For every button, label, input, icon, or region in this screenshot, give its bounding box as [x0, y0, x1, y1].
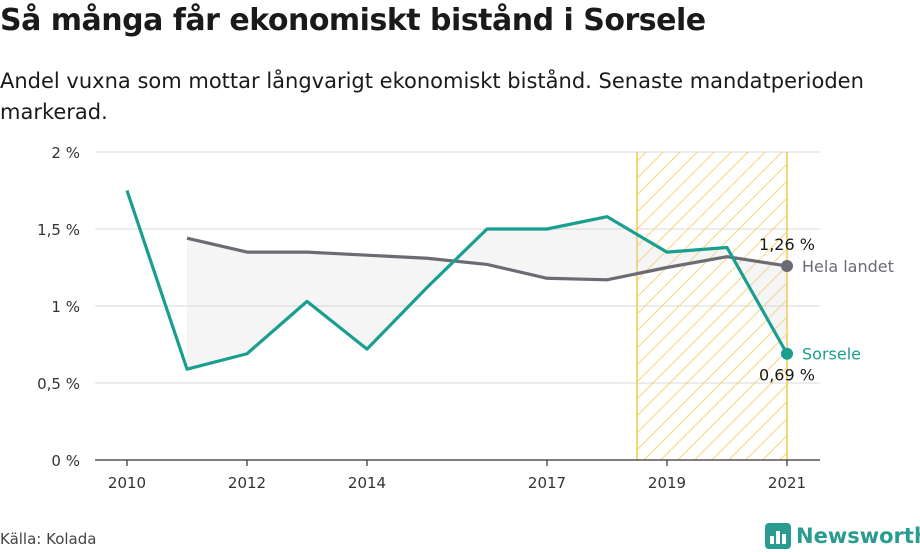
chart-title: Så många får ekonomiskt bistånd i Sorsel…: [0, 3, 706, 38]
series-name-label: Hela landet: [802, 257, 894, 276]
y-tick-label: 1,5 %: [37, 221, 80, 239]
brand-logo: Newsworthy: [765, 520, 920, 552]
newsworthy-icon: [765, 523, 791, 549]
y-tick-label: 1 %: [51, 298, 80, 316]
y-tick-label: 0,5 %: [37, 375, 80, 393]
brand-name: Newsworthy: [796, 524, 920, 548]
highlight-period: [637, 152, 787, 460]
x-tick-label: 2012: [228, 474, 266, 492]
series-line-hela-landet: [186, 236, 788, 282]
x-tick-label: 2014: [348, 474, 386, 492]
x-tick-label: 2019: [648, 474, 686, 492]
series-line-sorsele: [125, 189, 789, 371]
end-point: [781, 259, 793, 272]
source-note: Källa: Kolada: [0, 530, 97, 548]
y-tick-label: 2 %: [51, 144, 80, 162]
y-tick-label: 0 %: [51, 452, 80, 470]
x-tick-label: 2021: [768, 474, 806, 492]
x-tick-label: 2010: [108, 474, 146, 492]
end-point: [781, 347, 793, 360]
x-tick-label: 2017: [528, 474, 566, 492]
chart-subtitle: Andel vuxna som mottar långvarigt ekonom…: [0, 69, 864, 124]
value-label: 1,26 %: [759, 235, 815, 254]
series-name-label: Sorsele: [802, 345, 861, 364]
value-label: 0,69 %: [759, 366, 815, 385]
